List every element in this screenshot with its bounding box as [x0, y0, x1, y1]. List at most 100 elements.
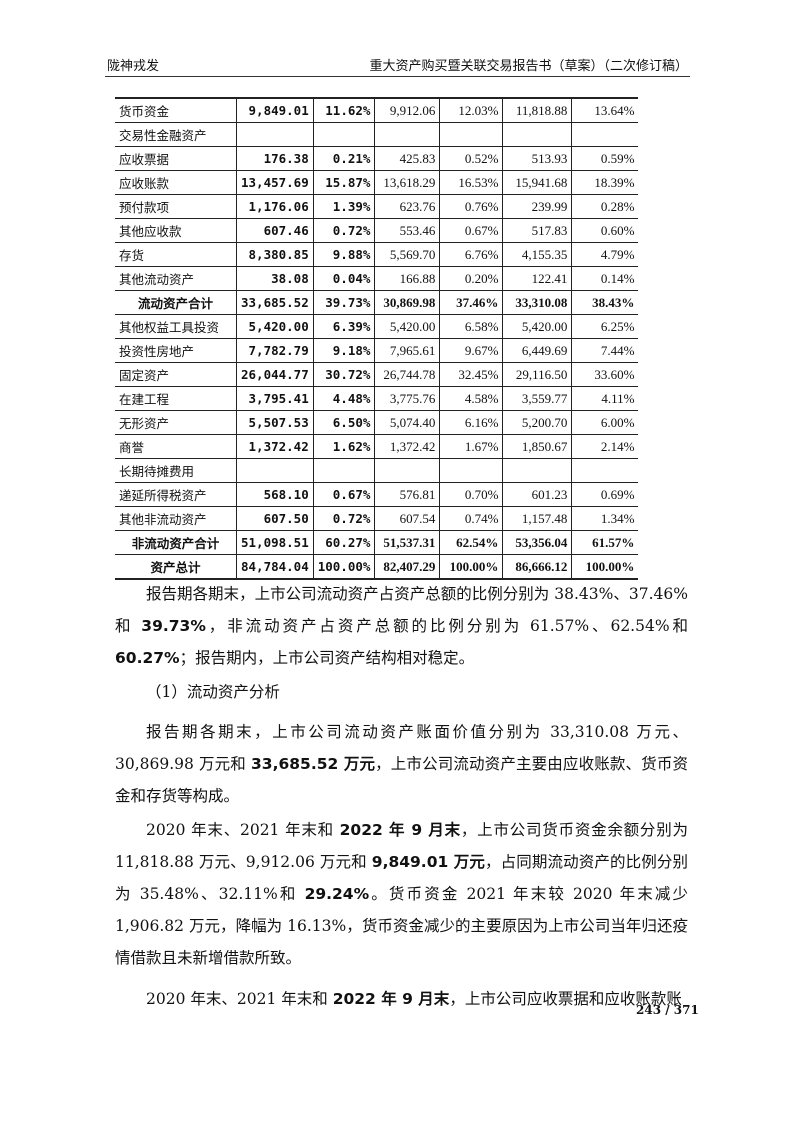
paragraph-asset-ratio: 报告期各期末，上市公司流动资产占资产总额的比例分别为 38.43%、37.46%…: [115, 578, 688, 674]
cell-value: 6.16%: [439, 410, 504, 435]
cell-value: 1.67%: [439, 434, 504, 459]
cell-value: [439, 458, 504, 483]
cell-value: 13.64%: [571, 97, 639, 123]
cell-value: 38.08: [236, 266, 314, 291]
row-label: 应收账款: [115, 170, 237, 195]
header-title: 重大资产购买暨关联交易报告书（草案）（二次修订稿）: [369, 59, 688, 74]
cell-value: 13,618.29: [374, 170, 441, 195]
cell-value: 6.76%: [439, 242, 504, 267]
cell-value: 9,849.01: [236, 97, 314, 123]
paragraph-current-assets: 报告期各期末，上市公司流动资产账面价值分别为 33,310.08 万元、30,8…: [115, 716, 688, 812]
table-row: 在建工程 3,795.41 4.48% 3,775.76 4.58% 3,559.77 4.…: [115, 386, 639, 411]
cell-value: 3,775.76: [374, 386, 441, 411]
cell-value: 4.48%: [312, 386, 376, 411]
cell-value: 11.62%: [312, 97, 376, 123]
cell-value: 6.50%: [312, 410, 376, 435]
cell-value: 1,176.06: [236, 194, 314, 219]
cell-value: 26,044.77: [236, 362, 314, 387]
row-label: 其他权益工具投资: [115, 314, 237, 339]
cell-value: 9,912.06: [374, 97, 441, 123]
cell-value: 100.00%: [312, 554, 376, 580]
cell-value: 0.69%: [571, 482, 639, 507]
table-row: 投资性房地产 7,782.79 9.18% 7,965.61 9.67% 6,449.69…: [115, 338, 639, 363]
cell-value: 623.76: [374, 194, 441, 219]
row-label: 预付款项: [115, 194, 237, 219]
cell-value: 6.39%: [312, 314, 376, 339]
text-bold: 9,849.01 万元: [371, 853, 486, 871]
cell-value: 1.39%: [312, 194, 376, 219]
cell-value: 9.88%: [312, 242, 376, 267]
cell-value: [312, 122, 376, 147]
cell-value: 1.62%: [312, 434, 376, 459]
cell-value: 61.57%: [571, 530, 639, 555]
cell-value: 32.45%: [439, 362, 504, 387]
cell-value: 60.27%: [312, 530, 376, 555]
cell-value: 33.60%: [571, 362, 639, 387]
text-bold: 2022 年 9 月末: [332, 990, 450, 1008]
header-divider: [105, 76, 690, 77]
text: ，上市公司应收票据和应收账款账: [449, 990, 682, 1008]
cell-value: 166.88: [374, 266, 441, 291]
cell-value: 37.46%: [439, 290, 504, 315]
text: ，上市公司流动资产主要由应收账款、货币资金和存货等构成。: [115, 755, 688, 805]
cell-value: 3,795.41: [236, 386, 314, 411]
cell-value: 576.81: [374, 482, 441, 507]
cell-value: 3,559.77: [502, 386, 573, 411]
row-label: 流动资产合计: [115, 290, 237, 315]
cell-value: 7,782.79: [236, 338, 314, 363]
text: 2020 年末、2021 年末和: [146, 990, 333, 1008]
cell-value: 425.83: [374, 146, 441, 171]
cell-value: 122.41: [502, 266, 573, 291]
text-bold: 33,685.52 万元: [251, 755, 376, 773]
cell-value: 84,784.04: [236, 554, 314, 580]
cell-value: 82,407.29: [374, 554, 441, 580]
cell-value: 4,155.35: [502, 242, 573, 267]
text: 报告期各期末，上市公司流动资产占资产总额的比例分别为 38.43%、37.46%…: [115, 585, 688, 635]
row-label: 其他非流动资产: [115, 506, 237, 531]
table-row: 流动资产合计 33,685.52 39.73% 30,869.98 37.46% 33,3…: [115, 290, 639, 315]
cell-value: 5,420.00: [374, 314, 441, 339]
cell-value: [571, 122, 639, 147]
cell-value: 6,449.69: [502, 338, 573, 363]
cell-value: 51,098.51: [236, 530, 314, 555]
row-label: 无形资产: [115, 410, 237, 435]
cell-value: 0.04%: [312, 266, 376, 291]
cell-value: 7.44%: [571, 338, 639, 363]
cell-value: 1,157.48: [502, 506, 573, 531]
cell-value: 5,507.53: [236, 410, 314, 435]
cell-value: 15,941.68: [502, 170, 573, 195]
table-row: 应收票据 176.38 0.21% 425.83 0.52% 513.93 0.59%: [115, 146, 639, 171]
cell-value: 6.58%: [439, 314, 504, 339]
table-row: 预付款项 1,176.06 1.39% 623.76 0.76% 239.99 0.28%: [115, 194, 639, 219]
cell-value: 30.72%: [312, 362, 376, 387]
cell-value: 0.14%: [571, 266, 639, 291]
cell-value: 5,200.70: [502, 410, 573, 435]
table-row: 其他权益工具投资 5,420.00 6.39% 5,420.00 6.58% 5,420.…: [115, 314, 639, 339]
table-row: 资产总计 84,784.04 100.00% 82,407.29 100.00% 86,6…: [115, 554, 639, 580]
text: ，非流动资产占资产总额的比例分别为 61.57%、62.54%和: [205, 617, 688, 635]
row-label: 其他流动资产: [115, 266, 237, 291]
cell-value: 11,818.88: [502, 97, 573, 123]
cell-value: [502, 458, 573, 483]
cell-value: 0.72%: [312, 506, 376, 531]
cell-value: 33,685.52: [236, 290, 314, 315]
cell-value: 5,420.00: [502, 314, 573, 339]
table-row: 长期待摊费用: [115, 458, 639, 483]
cell-value: 513.93: [502, 146, 573, 171]
cell-value: 0.21%: [312, 146, 376, 171]
cell-value: 62.54%: [439, 530, 504, 555]
cell-value: 51,537.31: [374, 530, 441, 555]
cell-value: 38.43%: [571, 290, 639, 315]
cell-value: 100.00%: [439, 554, 504, 580]
cell-value: 18.39%: [571, 170, 639, 195]
paragraph-cash: 2020 年末、2021 年末和 2022 年 9 月末，上市公司货币资金余额分…: [115, 814, 688, 974]
row-label: 固定资产: [115, 362, 237, 387]
cell-value: 29,116.50: [502, 362, 573, 387]
cell-value: 1.34%: [571, 506, 639, 531]
table-row: 货币资金 9,849.01 11.62% 9,912.06 12.03% 11,818.8…: [115, 97, 639, 123]
row-label: 其他应收款: [115, 218, 237, 243]
row-label: 资产总计: [115, 554, 237, 580]
cell-value: 0.74%: [439, 506, 504, 531]
cell-value: 5,074.40: [374, 410, 441, 435]
table-row: 无形资产 5,507.53 6.50% 5,074.40 6.16% 5,200.70 6.…: [115, 410, 639, 435]
